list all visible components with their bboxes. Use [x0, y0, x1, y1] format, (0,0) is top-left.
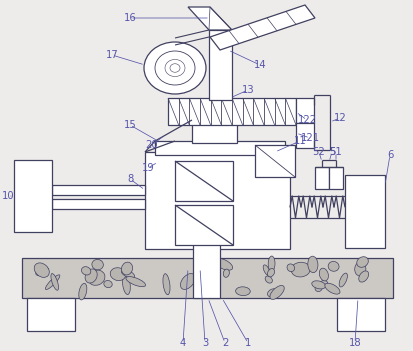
Bar: [155, 141, 285, 155]
Text: 17: 17: [106, 50, 119, 60]
Ellipse shape: [36, 267, 49, 276]
Ellipse shape: [180, 273, 195, 290]
Text: 12: 12: [334, 113, 347, 123]
Text: 5: 5: [329, 147, 335, 157]
Ellipse shape: [215, 258, 233, 270]
Bar: [14, 160, 52, 232]
Ellipse shape: [81, 267, 91, 275]
Text: 10: 10: [2, 191, 14, 201]
Bar: [337, 298, 385, 331]
Ellipse shape: [123, 274, 131, 294]
Ellipse shape: [263, 265, 270, 276]
Polygon shape: [188, 7, 232, 30]
Ellipse shape: [315, 285, 322, 292]
Ellipse shape: [357, 257, 368, 267]
Text: 15: 15: [123, 120, 136, 130]
Text: 2: 2: [222, 338, 228, 348]
Ellipse shape: [195, 258, 212, 273]
Ellipse shape: [270, 285, 284, 299]
Text: 4: 4: [180, 338, 186, 348]
Bar: [296, 98, 314, 123]
Ellipse shape: [268, 269, 275, 277]
Bar: [168, 98, 296, 125]
Bar: [315, 167, 329, 189]
Bar: [180, 215, 232, 231]
Ellipse shape: [163, 274, 170, 295]
Ellipse shape: [339, 273, 347, 287]
Ellipse shape: [325, 283, 340, 294]
Ellipse shape: [85, 269, 97, 283]
Text: 14: 14: [254, 60, 266, 70]
Ellipse shape: [121, 262, 133, 275]
Ellipse shape: [45, 275, 60, 290]
Ellipse shape: [126, 277, 145, 287]
Bar: [345, 175, 385, 248]
Text: 1: 1: [245, 338, 251, 348]
Bar: [296, 123, 314, 148]
Bar: [52, 199, 145, 209]
Text: 20: 20: [146, 140, 158, 150]
Ellipse shape: [308, 256, 318, 273]
Bar: [27, 298, 75, 331]
Polygon shape: [210, 5, 315, 50]
Text: 18: 18: [349, 338, 361, 348]
Ellipse shape: [359, 271, 369, 282]
Ellipse shape: [92, 259, 103, 270]
Ellipse shape: [235, 287, 250, 296]
Text: 11: 11: [294, 136, 306, 146]
Ellipse shape: [88, 270, 105, 285]
Ellipse shape: [265, 276, 272, 283]
Text: 19: 19: [142, 163, 154, 173]
Text: 6: 6: [387, 150, 393, 160]
Text: 51: 51: [330, 147, 342, 157]
Ellipse shape: [328, 261, 339, 271]
Ellipse shape: [110, 268, 126, 280]
Ellipse shape: [319, 268, 328, 281]
Text: 3: 3: [202, 338, 208, 348]
Ellipse shape: [79, 283, 87, 300]
Ellipse shape: [287, 264, 294, 272]
Ellipse shape: [268, 289, 278, 297]
Ellipse shape: [355, 262, 366, 276]
Ellipse shape: [104, 280, 112, 287]
Ellipse shape: [291, 262, 310, 277]
Text: 16: 16: [123, 13, 136, 23]
Ellipse shape: [155, 51, 195, 85]
Bar: [329, 167, 343, 189]
Bar: [22, 258, 393, 298]
Ellipse shape: [51, 273, 59, 290]
Text: 13: 13: [242, 85, 254, 95]
Text: 122: 122: [297, 115, 316, 125]
Bar: [175, 161, 233, 201]
Ellipse shape: [223, 269, 229, 277]
Bar: [175, 205, 233, 245]
Ellipse shape: [268, 256, 275, 271]
Bar: [193, 228, 220, 298]
Bar: [209, 30, 232, 100]
Bar: [192, 120, 237, 143]
Ellipse shape: [144, 42, 206, 94]
Ellipse shape: [121, 270, 135, 278]
Bar: [255, 145, 295, 177]
Ellipse shape: [312, 281, 325, 289]
Text: 8: 8: [127, 174, 133, 184]
Ellipse shape: [320, 280, 328, 286]
Text: 52: 52: [313, 147, 325, 157]
Ellipse shape: [34, 263, 49, 277]
Bar: [52, 185, 145, 195]
Text: 121: 121: [300, 133, 320, 143]
Bar: [145, 152, 290, 249]
